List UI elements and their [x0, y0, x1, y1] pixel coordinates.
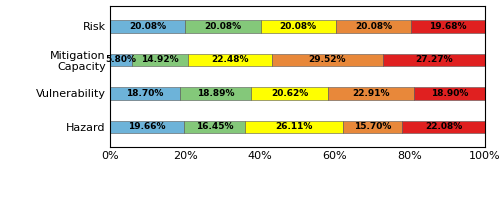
Bar [411, 20, 485, 33]
Text: 29.52%: 29.52% [308, 55, 346, 64]
Text: 26.11%: 26.11% [276, 122, 313, 131]
Bar [132, 54, 188, 66]
Bar [260, 20, 336, 33]
Text: 20.62%: 20.62% [271, 89, 308, 98]
Bar [110, 54, 132, 66]
Text: 14.92%: 14.92% [141, 55, 178, 64]
Bar [336, 20, 411, 33]
Text: 20.08%: 20.08% [280, 22, 317, 31]
Bar [382, 54, 485, 66]
Text: 20.08%: 20.08% [355, 22, 392, 31]
Bar [246, 121, 344, 133]
Text: 15.70%: 15.70% [354, 122, 392, 131]
Bar [344, 121, 402, 133]
Bar [188, 54, 272, 66]
Bar [402, 121, 485, 133]
Bar [180, 87, 251, 100]
Bar [110, 121, 184, 133]
Text: 22.91%: 22.91% [352, 89, 390, 98]
Text: 19.66%: 19.66% [128, 122, 166, 131]
Text: 18.89%: 18.89% [197, 89, 234, 98]
Bar [414, 87, 485, 100]
Bar [110, 20, 186, 33]
Bar [186, 20, 260, 33]
Legend: Vey low, Low, Meditum, High, Very High: Vey low, Low, Meditum, High, Very High [154, 206, 441, 210]
Text: 18.90%: 18.90% [431, 89, 469, 98]
Bar [328, 87, 414, 100]
Bar [184, 121, 246, 133]
Text: 20.08%: 20.08% [204, 22, 242, 31]
Bar [251, 87, 328, 100]
Text: 19.68%: 19.68% [430, 22, 467, 31]
Text: 18.70%: 18.70% [126, 89, 164, 98]
Text: 16.45%: 16.45% [196, 122, 234, 131]
Text: 5.80%: 5.80% [106, 55, 136, 64]
Text: 22.48%: 22.48% [211, 55, 248, 64]
Text: 20.08%: 20.08% [129, 22, 166, 31]
Bar [110, 87, 180, 100]
Text: 22.08%: 22.08% [425, 122, 462, 131]
Text: 27.27%: 27.27% [415, 55, 453, 64]
Bar [272, 54, 382, 66]
